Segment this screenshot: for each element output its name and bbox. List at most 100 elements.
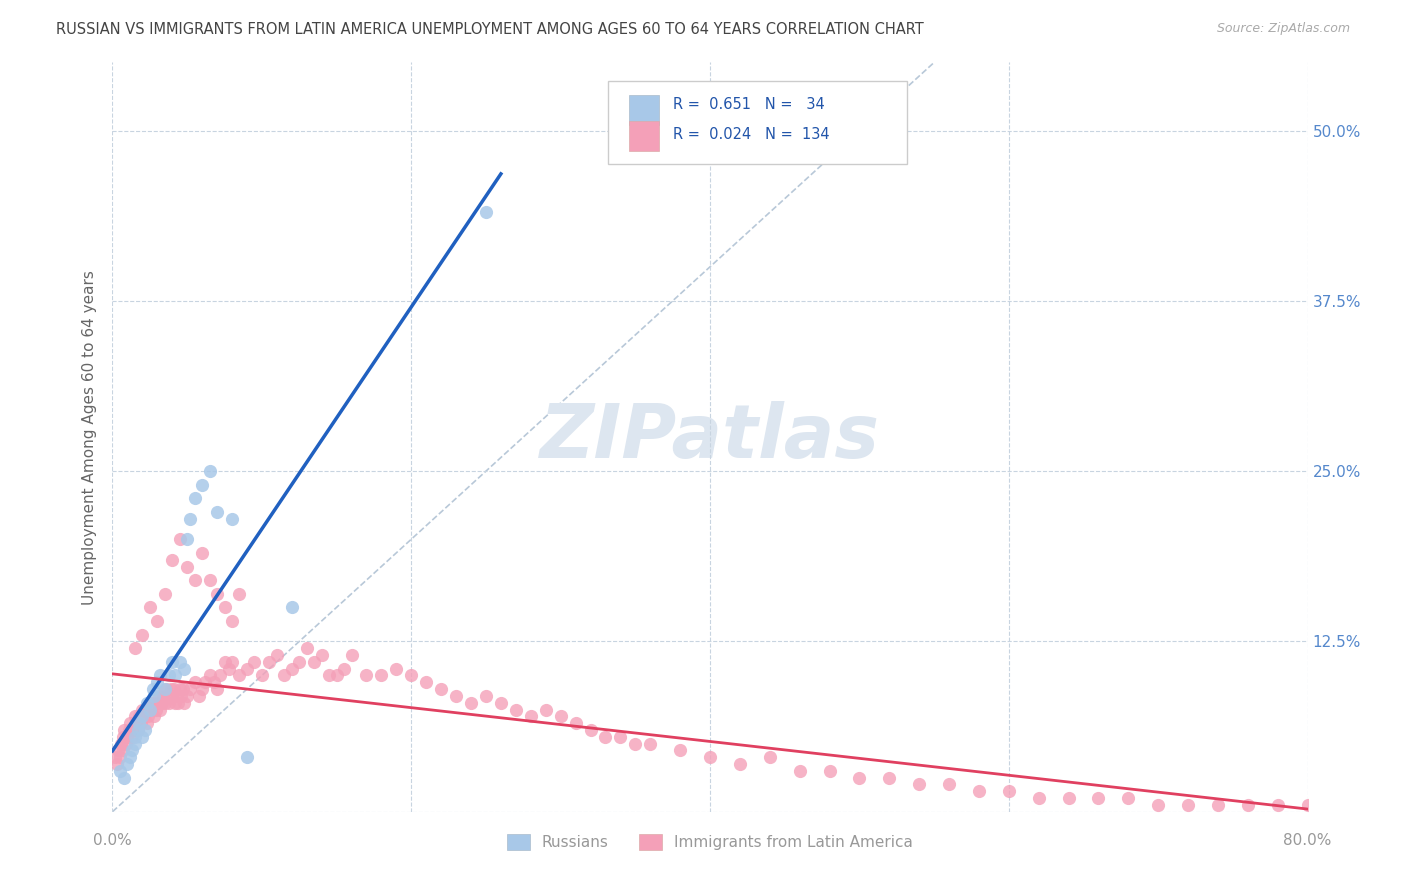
Point bbox=[153, 587, 176, 601]
Text: ZIPatlas: ZIPatlas bbox=[540, 401, 880, 474]
Point bbox=[205, 505, 228, 519]
Point bbox=[198, 573, 221, 587]
Point bbox=[205, 587, 228, 601]
Point bbox=[370, 668, 392, 682]
Point bbox=[218, 662, 240, 676]
Point bbox=[124, 641, 146, 656]
Point bbox=[564, 716, 586, 731]
Point bbox=[401, 668, 423, 682]
Point bbox=[967, 784, 990, 798]
Point bbox=[155, 682, 177, 697]
Point bbox=[183, 675, 205, 690]
Point bbox=[228, 668, 250, 682]
Point bbox=[135, 696, 157, 710]
Point bbox=[167, 696, 190, 710]
Point bbox=[640, 737, 662, 751]
Point bbox=[134, 723, 156, 737]
Point bbox=[818, 764, 841, 778]
Point bbox=[444, 689, 467, 703]
Point bbox=[1267, 797, 1289, 812]
Point bbox=[152, 689, 174, 703]
Point bbox=[108, 764, 131, 778]
FancyBboxPatch shape bbox=[609, 81, 907, 163]
Point bbox=[131, 730, 153, 744]
Point bbox=[150, 696, 173, 710]
Point bbox=[281, 662, 304, 676]
FancyBboxPatch shape bbox=[628, 121, 658, 151]
Point bbox=[153, 696, 176, 710]
Point bbox=[176, 559, 198, 574]
Point bbox=[115, 737, 138, 751]
Point bbox=[460, 696, 482, 710]
Point bbox=[111, 743, 134, 757]
Point bbox=[202, 675, 225, 690]
Point bbox=[148, 689, 170, 703]
Point bbox=[165, 668, 187, 682]
Point bbox=[114, 723, 135, 737]
Point bbox=[120, 750, 142, 764]
Point bbox=[728, 757, 751, 772]
Point bbox=[169, 655, 191, 669]
Point bbox=[128, 716, 150, 731]
Point bbox=[139, 696, 162, 710]
Text: Source: ZipAtlas.com: Source: ZipAtlas.com bbox=[1216, 22, 1350, 36]
Point bbox=[134, 702, 156, 716]
Point bbox=[121, 743, 143, 757]
Point bbox=[157, 668, 180, 682]
Text: R =  0.024   N =  134: R = 0.024 N = 134 bbox=[673, 127, 830, 142]
Point bbox=[105, 757, 128, 772]
Point bbox=[173, 696, 195, 710]
Point bbox=[415, 675, 437, 690]
Point bbox=[169, 682, 191, 697]
Point bbox=[759, 750, 782, 764]
Point bbox=[142, 696, 165, 710]
Point bbox=[129, 716, 152, 731]
Point bbox=[111, 730, 134, 744]
Point bbox=[243, 655, 266, 669]
Point bbox=[143, 709, 166, 723]
Point bbox=[1206, 797, 1229, 812]
Point bbox=[250, 668, 273, 682]
Text: RUSSIAN VS IMMIGRANTS FROM LATIN AMERICA UNEMPLOYMENT AMONG AGES 60 TO 64 YEARS : RUSSIAN VS IMMIGRANTS FROM LATIN AMERICA… bbox=[56, 22, 924, 37]
Point bbox=[266, 648, 288, 662]
Point bbox=[579, 723, 602, 737]
Point bbox=[153, 682, 176, 697]
Point bbox=[142, 682, 165, 697]
Point bbox=[848, 771, 870, 785]
Point bbox=[128, 709, 150, 723]
Point bbox=[1057, 791, 1080, 805]
Point bbox=[108, 750, 131, 764]
Point bbox=[117, 730, 139, 744]
Point bbox=[385, 662, 408, 676]
Text: R =  0.651   N =   34: R = 0.651 N = 34 bbox=[673, 97, 825, 112]
Point bbox=[221, 512, 243, 526]
Point bbox=[1296, 797, 1319, 812]
Point bbox=[156, 689, 179, 703]
Point bbox=[179, 682, 201, 697]
Point bbox=[221, 655, 243, 669]
Point bbox=[595, 730, 617, 744]
Point bbox=[149, 702, 172, 716]
Point bbox=[236, 662, 259, 676]
Point bbox=[124, 737, 146, 751]
Point bbox=[172, 682, 194, 697]
Point bbox=[141, 702, 163, 716]
Point bbox=[173, 662, 195, 676]
Point bbox=[998, 784, 1021, 798]
Point bbox=[1237, 797, 1260, 812]
Point bbox=[146, 614, 169, 628]
Point bbox=[159, 682, 181, 697]
Point bbox=[139, 600, 162, 615]
Point bbox=[104, 750, 127, 764]
Point bbox=[198, 668, 221, 682]
Point bbox=[120, 716, 142, 731]
Point bbox=[1087, 791, 1109, 805]
Point bbox=[520, 709, 543, 723]
Point bbox=[281, 600, 304, 615]
Point bbox=[340, 648, 363, 662]
Point bbox=[259, 655, 281, 669]
Point bbox=[938, 777, 960, 791]
Y-axis label: Unemployment Among Ages 60 to 64 years: Unemployment Among Ages 60 to 64 years bbox=[82, 269, 97, 605]
FancyBboxPatch shape bbox=[628, 95, 658, 126]
Point bbox=[146, 675, 169, 690]
